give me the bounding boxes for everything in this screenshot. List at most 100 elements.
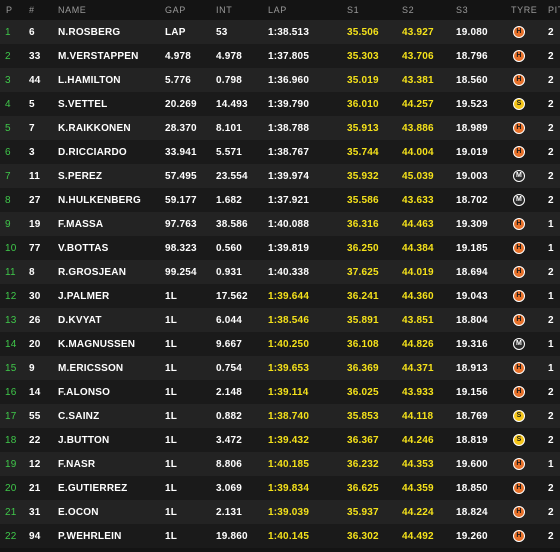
cell-lap: 1:39.974 [262,164,341,188]
medium-tyre-icon: M [513,170,525,182]
cell-lap: 1:40.185 [262,452,341,476]
header-pos: P [0,0,23,20]
table-row: 12 30 J.PALMER 1L 17.562 1:39.644 36.241 44.360… [0,284,560,308]
cell-pos: 15 [0,356,23,380]
table-row: 3 44 L.HAMILTON 5.776 0.798 1:36.960 35.019 43.… [0,68,560,92]
cell-s1: 37.625 [341,260,396,284]
cell-num: 94 [23,524,52,548]
cell-pos: 2 [0,44,23,68]
cell-int: 53 [210,20,262,44]
cell-s3: 18.694 [450,260,505,284]
cell-lap: 1:38.740 [262,404,341,428]
cell-tyre: H [505,260,542,284]
cell-s1: 36.010 [341,92,396,116]
cell-lap: 1:39.834 [262,476,341,500]
cell-s3: 19.309 [450,212,505,236]
cell-lap: 1:40.338 [262,260,341,284]
hard-tyre-icon: H [513,314,525,326]
cell-int: 0.754 [210,356,262,380]
hard-tyre-icon: H [513,362,525,374]
cell-s3: 18.560 [450,68,505,92]
cell-s3: 18.819 [450,428,505,452]
cell-int: 0.560 [210,236,262,260]
cell-tyre: H [505,380,542,404]
table-row: 2 33 M.VERSTAPPEN 4.978 4.978 1:37.805 35.303 4… [0,44,560,68]
header-name: NAME [52,0,159,20]
cell-s1: 35.891 [341,308,396,332]
cell-pit: 2 [542,500,560,524]
header-tyre: TYRE [505,0,542,20]
table-row: 8 27 N.HULKENBERG 59.177 1.682 1:37.921 35.586… [0,188,560,212]
cell-pit: 2 [542,44,560,68]
cell-s1: 35.853 [341,404,396,428]
cell-name: M.ERICSSON [52,356,159,380]
cell-s2: 44.246 [396,428,450,452]
cell-name: J.PALMER [52,284,159,308]
cell-int: 23.554 [210,164,262,188]
cell-pos: 12 [0,284,23,308]
cell-num: 14 [23,380,52,404]
cell-pit: 2 [542,92,560,116]
cell-int: 3.472 [210,428,262,452]
cell-s2: 44.019 [396,260,450,284]
cell-pit: 1 [542,236,560,260]
table-row: 4 5 S.VETTEL 20.269 14.493 1:39.790 36.010 44.2… [0,92,560,116]
cell-pit: 2 [542,68,560,92]
cell-gap: 99.254 [159,260,210,284]
cell-pit: 1 [542,356,560,380]
cell-s1: 35.019 [341,68,396,92]
table-row: 7 11 S.PEREZ 57.495 23.554 1:39.974 35.932 45.0… [0,164,560,188]
cell-gap: 59.177 [159,188,210,212]
cell-name: S.VETTEL [52,92,159,116]
cell-int: 0.882 [210,404,262,428]
cell-s1: 35.586 [341,188,396,212]
cell-s2: 44.004 [396,140,450,164]
cell-s2: 43.381 [396,68,450,92]
cell-lap: 1:39.819 [262,236,341,260]
cell-tyre: H [505,500,542,524]
cell-s3: 19.080 [450,20,505,44]
cell-s2: 44.353 [396,452,450,476]
cell-num: 26 [23,308,52,332]
cell-s2: 44.360 [396,284,450,308]
cell-int: 9.667 [210,332,262,356]
cell-pos: 8 [0,188,23,212]
cell-pos: 4 [0,92,23,116]
cell-pit: 2 [542,140,560,164]
cell-name: V.BOTTAS [52,236,159,260]
cell-s2: 44.359 [396,476,450,500]
cell-pos: 17 [0,404,23,428]
table-row: 13 26 D.KVYAT 1L 6.044 1:38.546 35.891 43.851 18… [0,308,560,332]
cell-s2: 44.118 [396,404,450,428]
cell-pit: 2 [542,428,560,452]
cell-gap: 1L [159,356,210,380]
table-row: 9 19 F.MASSA 97.763 38.586 1:40.088 36.316 44.4… [0,212,560,236]
cell-int: 38.586 [210,212,262,236]
cell-pos: 14 [0,332,23,356]
cell-lap: 1:36.960 [262,68,341,92]
cell-pos: 21 [0,500,23,524]
cell-lap: 1:38.546 [262,308,341,332]
cell-pos: 5 [0,116,23,140]
cell-gap: 1L [159,452,210,476]
cell-num: 21 [23,476,52,500]
table-row: 6 3 D.RICCIARDO 33.941 5.571 1:38.767 35.744 44… [0,140,560,164]
table-row: 20 21 E.GUTIERREZ 1L 3.069 1:39.834 36.625 44.3… [0,476,560,500]
cell-tyre: H [505,68,542,92]
header-s2: S2 [396,0,450,20]
hard-tyre-icon: H [513,122,525,134]
cell-pit: 1 [542,284,560,308]
cell-s3: 19.316 [450,332,505,356]
cell-gap: 1L [159,284,210,308]
table-row: 19 12 F.NASR 1L 8.806 1:40.185 36.232 44.353 19.… [0,452,560,476]
table-row: 10 77 V.BOTTAS 98.323 0.560 1:39.819 36.250 44.… [0,236,560,260]
cell-s2: 44.826 [396,332,450,356]
cell-int: 17.562 [210,284,262,308]
cell-s3: 18.913 [450,356,505,380]
table-row: 5 7 K.RAIKKONEN 28.370 8.101 1:38.788 35.913 43… [0,116,560,140]
cell-s1: 36.316 [341,212,396,236]
cell-num: 27 [23,188,52,212]
cell-pos: 19 [0,452,23,476]
cell-lap: 1:40.088 [262,212,341,236]
cell-tyre: H [505,476,542,500]
